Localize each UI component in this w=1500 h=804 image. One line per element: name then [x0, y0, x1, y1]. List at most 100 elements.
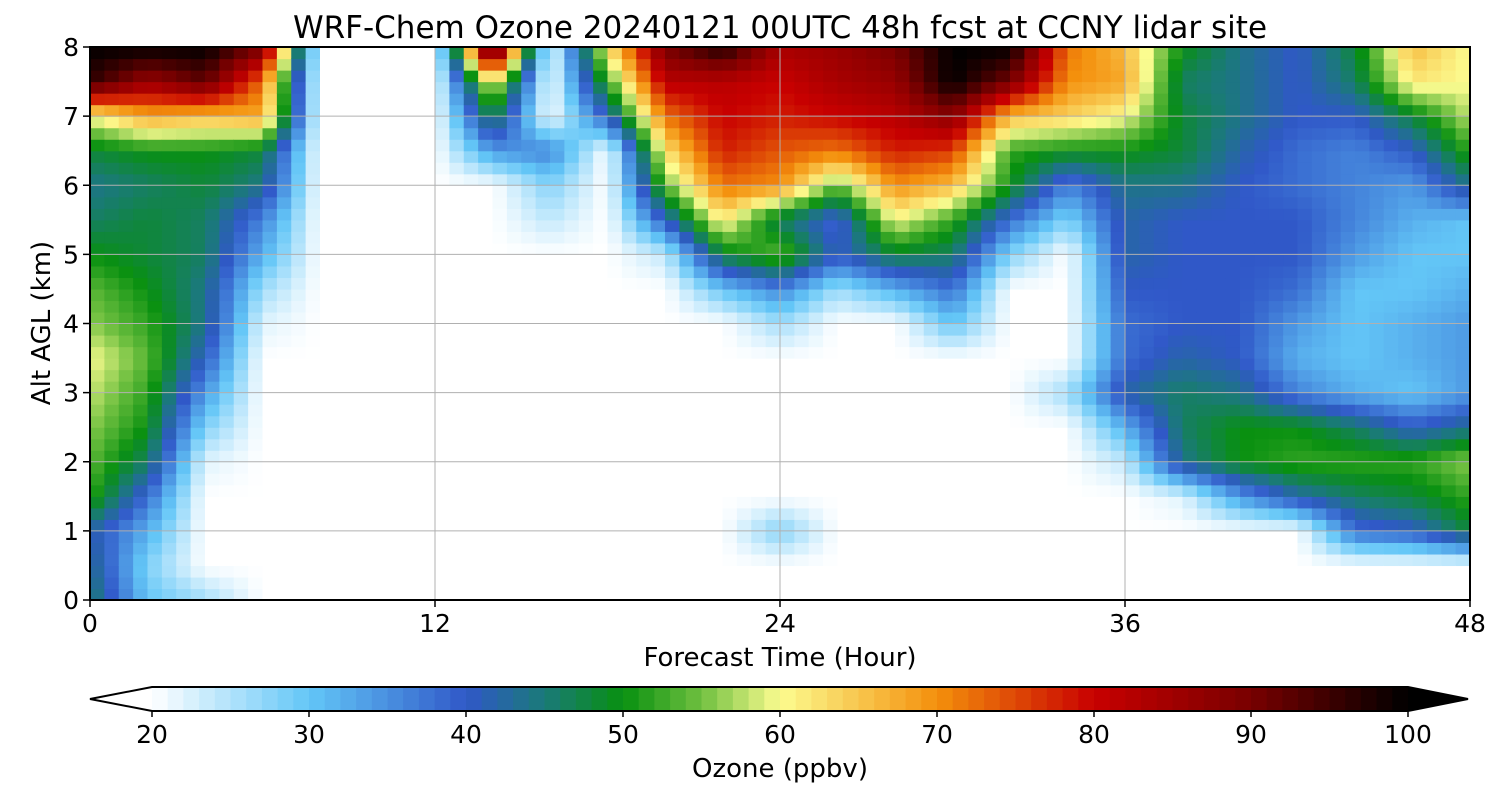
heatmap-cell	[952, 81, 968, 94]
heatmap-cell	[607, 300, 623, 313]
heatmap-cell	[1053, 346, 1069, 359]
heatmap-cell	[1326, 530, 1342, 543]
heatmap-cell	[578, 484, 594, 497]
heatmap-cell	[851, 461, 867, 474]
heatmap-cell	[995, 127, 1011, 140]
heatmap-cell	[1182, 553, 1198, 567]
heatmap-cell	[995, 519, 1011, 532]
heatmap-cell	[1369, 139, 1385, 152]
heatmap-cell	[320, 81, 335, 94]
heatmap-cell	[1096, 507, 1112, 520]
heatmap-cell	[607, 277, 623, 290]
heatmap-cell	[118, 484, 134, 497]
heatmap-cell	[780, 346, 795, 359]
heatmap-cell	[1383, 127, 1399, 140]
heatmap-cell	[708, 311, 724, 325]
heatmap-cell	[492, 58, 508, 71]
heatmap-cell	[952, 461, 968, 474]
heatmap-cell	[952, 116, 968, 129]
heatmap-cell	[320, 358, 335, 371]
heatmap-cell	[1024, 277, 1040, 290]
heatmap-cell	[1024, 196, 1040, 209]
heatmap-cell	[1355, 162, 1370, 175]
heatmap-cell	[1441, 588, 1457, 600]
heatmap-cell	[650, 565, 666, 578]
heatmap-cell	[880, 335, 896, 348]
heatmap-cell	[1398, 519, 1414, 532]
heatmap-cell	[492, 507, 508, 520]
heatmap-cell	[190, 519, 206, 532]
heatmap-cell	[722, 496, 738, 509]
heatmap-cell	[679, 47, 695, 60]
heatmap-cell	[320, 208, 335, 221]
heatmap-cell	[1426, 254, 1442, 267]
heatmap-cell	[995, 553, 1011, 567]
heatmap-cell	[1311, 47, 1327, 60]
heatmap-cell	[1412, 507, 1428, 520]
heatmap-cell	[851, 507, 867, 520]
heatmap-cell	[1067, 127, 1083, 140]
heatmap-cell	[492, 427, 508, 440]
heatmap-cell	[1067, 427, 1083, 440]
heatmap-cell	[190, 104, 206, 117]
heatmap-cell	[1168, 473, 1184, 486]
heatmap-cell	[1182, 438, 1198, 451]
heatmap-cell	[1369, 288, 1385, 302]
heatmap-cell	[1110, 311, 1126, 325]
heatmap-cell	[1139, 311, 1155, 325]
heatmap-cell	[521, 369, 537, 382]
heatmap-cell	[90, 358, 105, 371]
heatmap-cell	[535, 565, 551, 578]
heatmap-cell	[406, 553, 422, 567]
heatmap-cell	[492, 173, 508, 186]
heatmap-cell	[1441, 473, 1457, 486]
heatmap-cell	[348, 530, 364, 543]
heatmap-cell	[621, 47, 637, 60]
heatmap-cell	[722, 116, 738, 129]
heatmap-cell	[334, 553, 350, 567]
heatmap-cell	[751, 565, 767, 578]
heatmap-cell	[363, 81, 379, 94]
heatmap-cell	[995, 58, 1011, 71]
heatmap-cell	[1010, 450, 1025, 463]
heatmap-cell	[1024, 288, 1040, 302]
heatmap-cell	[1297, 277, 1313, 290]
heatmap-cell	[923, 473, 939, 486]
heatmap-cell	[808, 565, 824, 578]
heatmap-cell	[1398, 415, 1414, 428]
heatmap-cell	[320, 588, 335, 600]
heatmap-cell	[1240, 196, 1255, 209]
heatmap-cell	[205, 139, 220, 152]
heatmap-cell	[780, 277, 795, 290]
heatmap-cell	[478, 196, 494, 209]
heatmap-cell	[1211, 496, 1227, 509]
heatmap-cell	[981, 242, 997, 255]
heatmap-cell	[1326, 116, 1342, 129]
heatmap-cell	[621, 70, 637, 83]
heatmap-cell	[449, 553, 465, 567]
heatmap-cell	[1053, 484, 1069, 497]
heatmap-cell	[449, 542, 465, 555]
heatmap-cell	[851, 127, 867, 140]
heatmap-cell	[1038, 438, 1054, 451]
heatmap-cell	[90, 381, 105, 394]
heatmap-cell	[1153, 242, 1169, 255]
heatmap-cell	[938, 415, 954, 428]
heatmap-cell	[621, 461, 637, 474]
heatmap-cell	[1038, 473, 1054, 486]
heatmap-cell	[909, 311, 925, 325]
heatmap-cell	[679, 415, 695, 428]
heatmap-cell	[535, 127, 551, 140]
heatmap-cell	[880, 415, 896, 428]
heatmap-cell	[665, 484, 680, 497]
heatmap-cell	[578, 415, 594, 428]
heatmap-cell	[708, 58, 724, 71]
heatmap-cell	[1455, 588, 1470, 600]
heatmap-cell	[1383, 542, 1399, 555]
heatmap-cell	[966, 369, 982, 382]
heatmap-cell	[621, 323, 637, 336]
heatmap-cell	[233, 323, 249, 336]
heatmap-cell	[837, 381, 853, 394]
heatmap-cell	[1311, 335, 1327, 348]
heatmap-cell	[636, 231, 652, 244]
